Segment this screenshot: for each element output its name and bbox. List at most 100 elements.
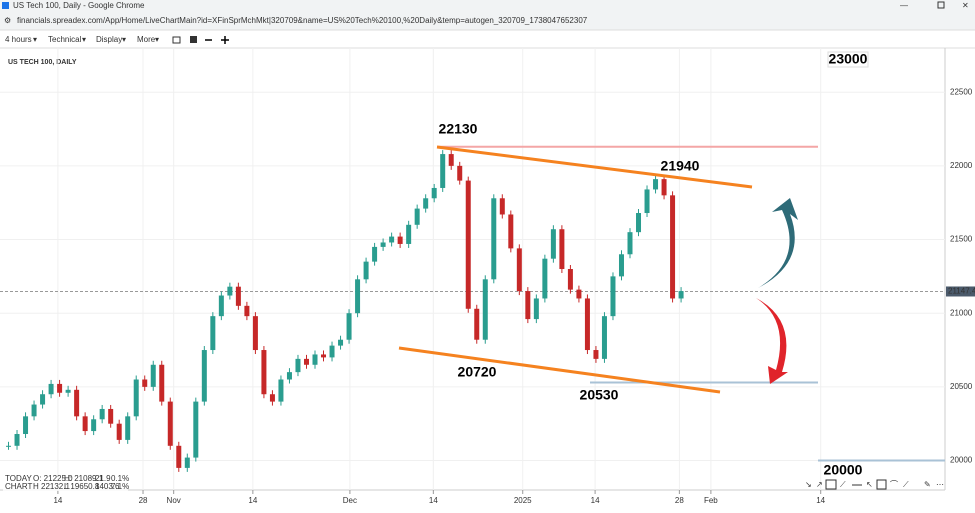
x-tick-label: Feb — [704, 496, 718, 505]
browser-chrome — [0, 0, 975, 30]
candle-body — [193, 401, 199, 458]
x-tick-label: 14 — [53, 496, 62, 505]
candle-body — [380, 242, 386, 247]
y-tick-label: 21500 — [950, 235, 973, 244]
candle-body — [31, 404, 37, 417]
candle-body — [414, 208, 420, 225]
x-tick-label: 28 — [675, 496, 684, 505]
candle-body — [252, 316, 258, 351]
candle-body — [627, 232, 633, 255]
candle-body — [525, 291, 531, 320]
candle-body — [184, 457, 190, 468]
info-box — [3, 475, 128, 491]
x-tick-label: 14 — [248, 496, 257, 505]
candle-body — [423, 198, 429, 209]
candle-body — [550, 229, 556, 259]
candle-body — [218, 295, 224, 317]
tool[interactable] — [876, 479, 887, 490]
site-info[interactable]: ⚙ — [4, 16, 11, 25]
info-text: H: 21089.1 — [64, 474, 104, 483]
favicon — [2, 2, 9, 9]
candle-body — [610, 276, 616, 317]
toolbar-button[interactable]: Technical — [48, 35, 82, 44]
x-tick-label: 28 — [139, 496, 148, 505]
y-tick-label: 21000 — [950, 308, 973, 317]
info-text: O: 21225.0 — [33, 474, 73, 483]
candle-body — [474, 308, 480, 340]
candle-body — [363, 261, 369, 280]
candle-body — [516, 248, 522, 292]
candle-body — [431, 187, 437, 199]
candle-body — [508, 214, 514, 249]
candle-body — [389, 236, 395, 243]
tool[interactable]: ⟋ — [903, 480, 909, 489]
candle-body — [533, 298, 539, 320]
candle-body — [235, 286, 241, 306]
candle-body — [286, 372, 292, 380]
save-icon[interactable] — [190, 36, 197, 43]
tool[interactable]: ↘ — [805, 480, 812, 489]
info-text: 1403.6 — [95, 482, 120, 491]
candle-body — [201, 350, 207, 402]
tool[interactable]: ⌒ — [890, 480, 898, 489]
candle-body — [406, 224, 412, 244]
info-text: 0.1% — [111, 474, 129, 483]
candle-body — [482, 279, 488, 340]
candle-body — [465, 180, 471, 309]
url[interactable]: financials.spreadex.com/App/Home/LiveCha… — [17, 16, 588, 25]
candle-body — [372, 246, 378, 262]
candle-body — [576, 289, 582, 299]
level-label: 20000 — [824, 462, 863, 478]
close[interactable]: ✕ — [962, 1, 969, 10]
dropdown-caret: ▾ — [155, 35, 159, 44]
candle-body — [278, 379, 284, 402]
candle-body — [567, 269, 573, 290]
tool[interactable]: ⋯ — [936, 480, 944, 489]
x-tick-label: 14 — [591, 496, 600, 505]
candle-body — [150, 364, 156, 387]
candle-body — [303, 358, 309, 365]
folder-icon[interactable] — [172, 36, 181, 44]
zoom-in[interactable] — [221, 36, 229, 44]
dropdown-caret: ▾ — [33, 35, 37, 44]
window-title: US Tech 100, Daily - Google Chrome — [13, 1, 145, 10]
candle-body — [397, 236, 403, 244]
maximize[interactable] — [937, 1, 945, 9]
level-label: 20530 — [580, 387, 619, 403]
current-price-label: 21147.4 — [948, 287, 975, 296]
tool[interactable] — [825, 479, 837, 490]
candle-body — [542, 258, 548, 299]
info-text: 7.1% — [111, 482, 129, 491]
current-price-box — [946, 286, 975, 297]
toolbar-button[interactable]: Display — [96, 35, 122, 44]
candle-body — [23, 416, 29, 435]
candle-body — [116, 423, 122, 440]
candle-body — [99, 408, 105, 420]
candle-body — [653, 179, 659, 190]
trendline-lower — [398, 346, 721, 394]
candle-body — [244, 305, 250, 317]
candle-body — [40, 394, 46, 405]
level-label: 21940 — [661, 158, 700, 174]
candle-body — [661, 179, 667, 196]
candle-body — [559, 229, 565, 269]
candle-body — [261, 350, 267, 395]
candle-body — [329, 345, 335, 358]
candle-body — [6, 445, 12, 447]
x-tick-label: Nov — [167, 496, 181, 505]
y-tick-label: 22500 — [950, 87, 973, 96]
minimize[interactable]: — — [900, 1, 908, 10]
toolbar-button[interactable]: More — [137, 35, 156, 44]
tool[interactable]: ↗ — [816, 480, 823, 489]
candle-body — [159, 364, 165, 402]
candle-body — [593, 350, 599, 359]
candle-body — [14, 434, 20, 446]
tool[interactable]: ⟋ — [840, 480, 846, 489]
candle-body — [355, 279, 361, 314]
tool[interactable]: ↖ — [866, 480, 873, 489]
up-arrow — [758, 198, 798, 288]
toolbar: 4 hours ▾ Technical ▾ Display ▾ More ▾ — [5, 35, 159, 44]
tool[interactable]: ✎ — [924, 480, 931, 489]
toolbar-button[interactable]: 4 hours — [5, 35, 32, 44]
candle-body — [108, 408, 114, 424]
